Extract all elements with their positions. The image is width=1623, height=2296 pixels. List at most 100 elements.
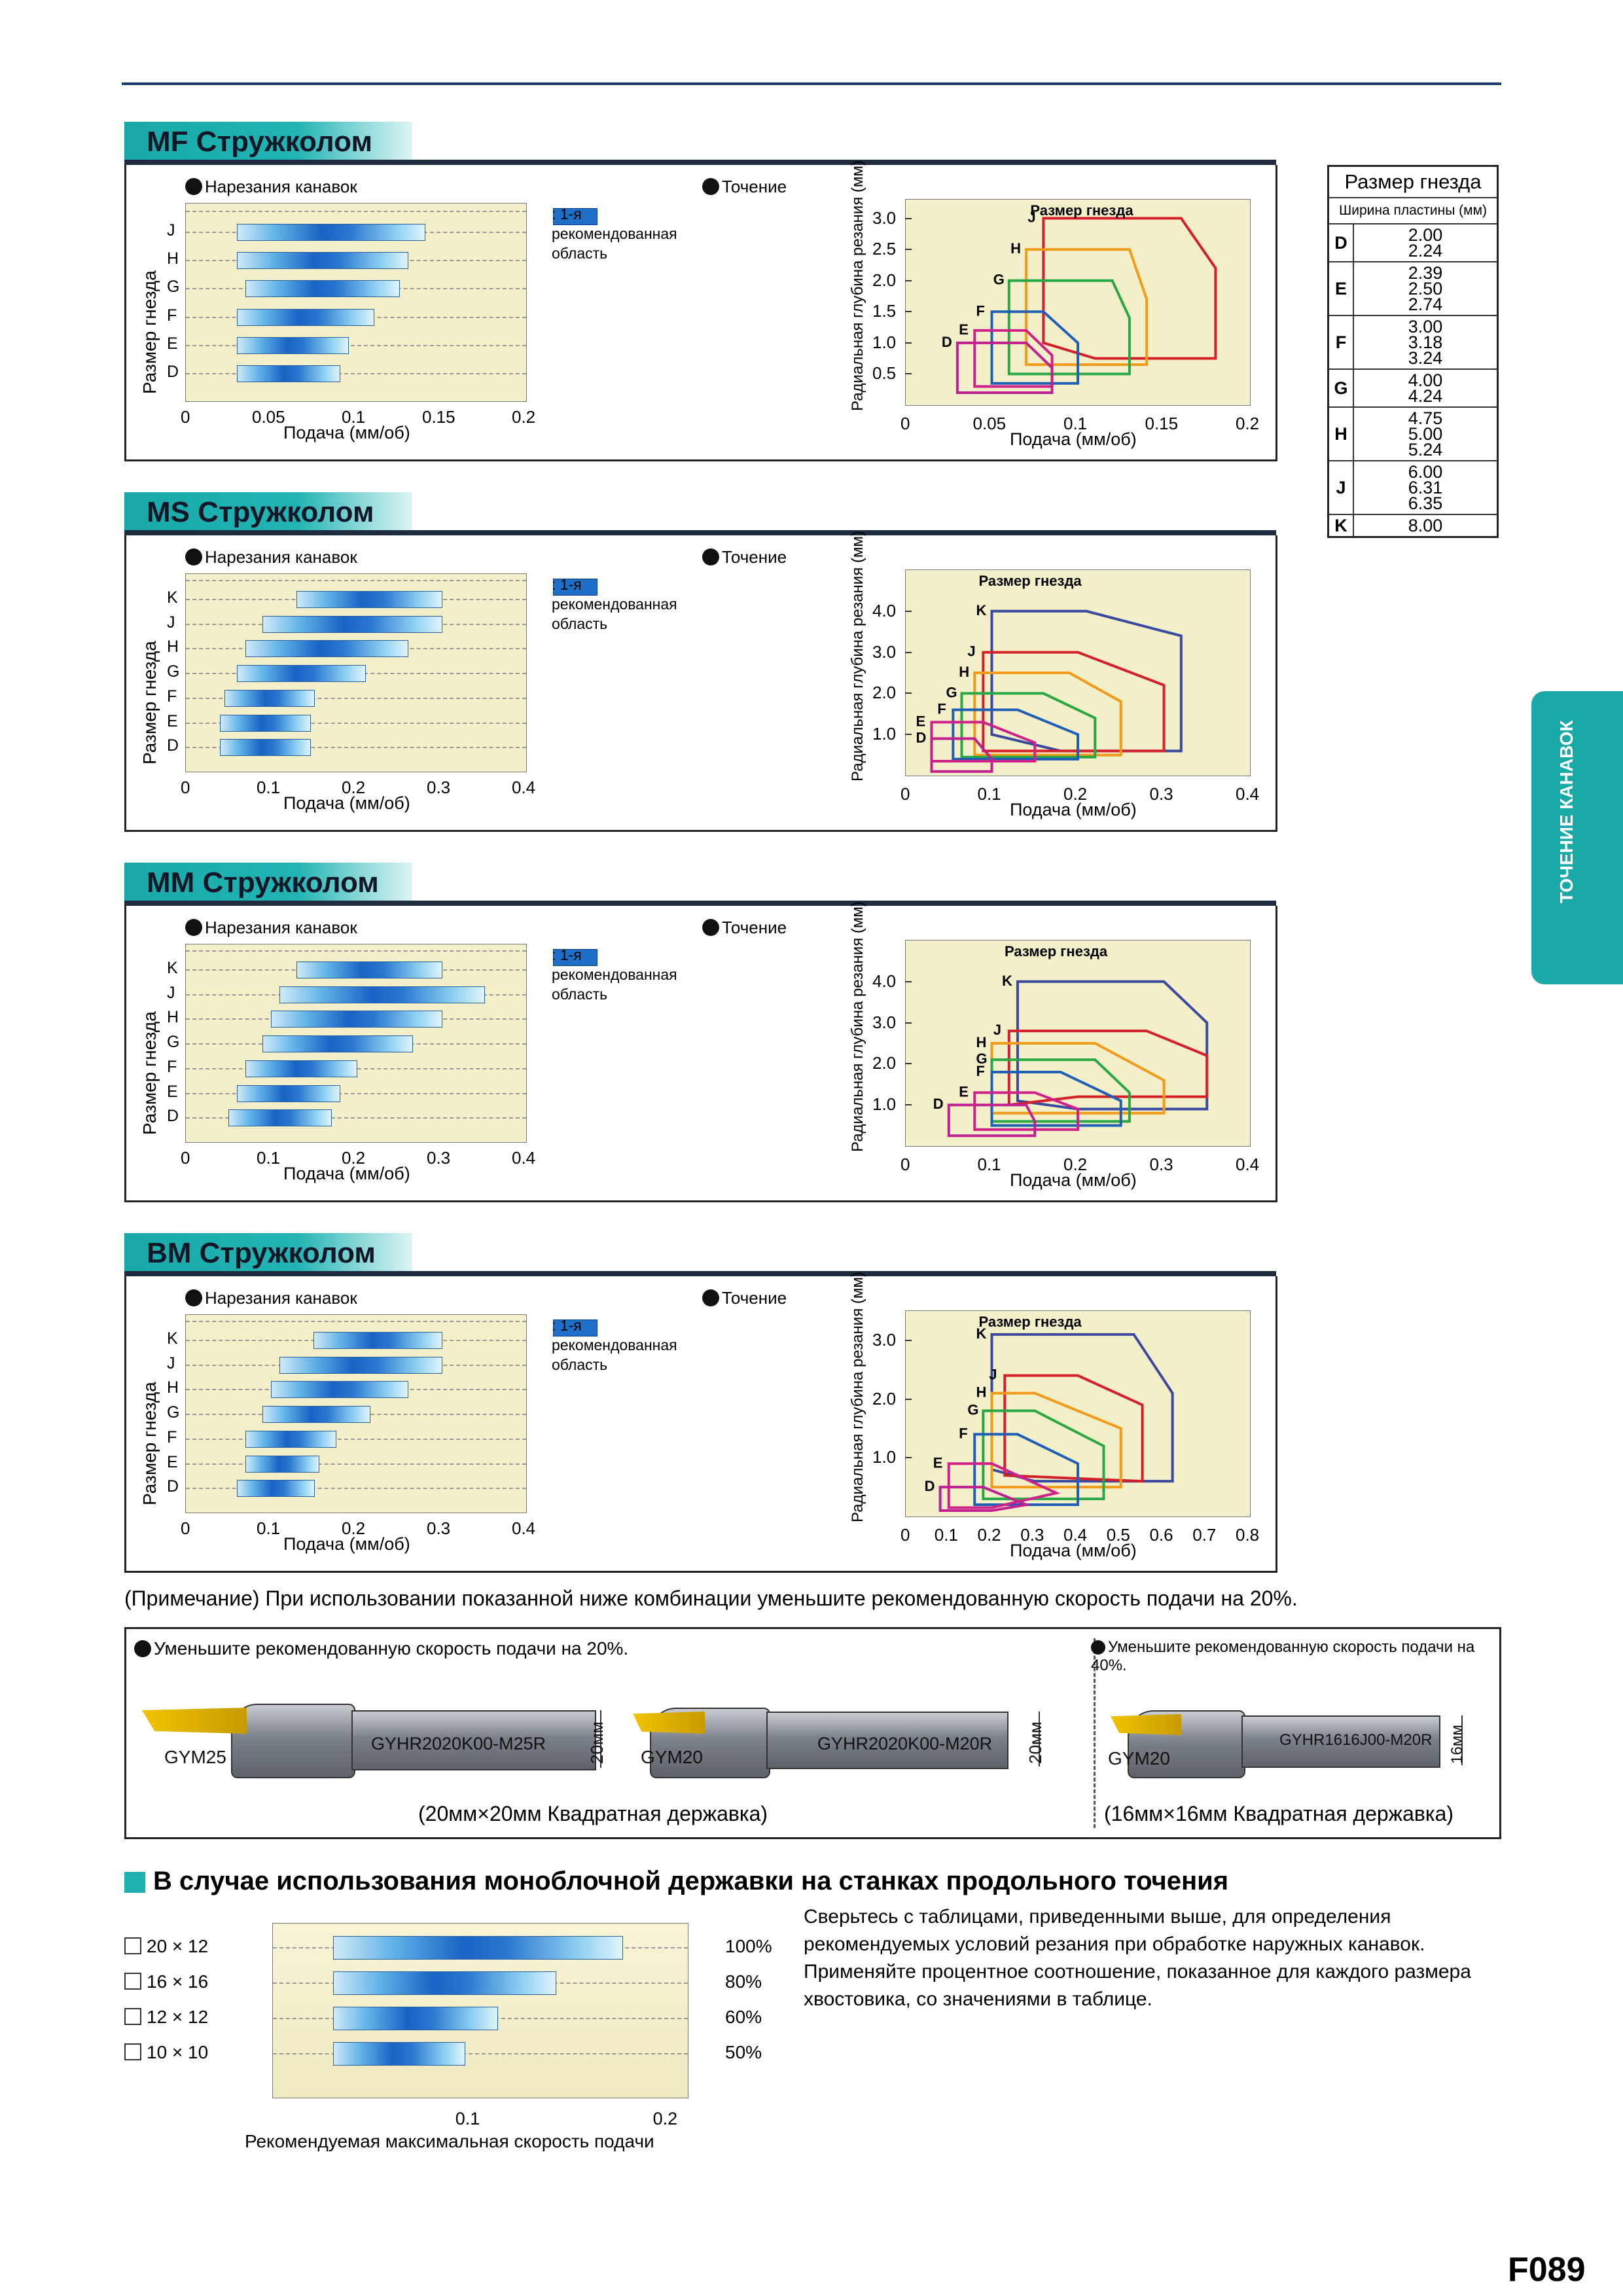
- groove-x-label: Подача (мм/об): [283, 1164, 410, 1183]
- groove-x-tick: 0.4: [512, 1148, 536, 1168]
- gridline: [186, 1117, 526, 1119]
- turning-size-title: Размер гнезда: [1030, 202, 1133, 219]
- chipbreaker-region-H: [1025, 248, 1149, 367]
- turning-y-tick: 1.5: [872, 301, 897, 321]
- section-square-icon: [124, 1872, 145, 1893]
- page-number: F089: [1508, 2251, 1586, 2289]
- section-rule: [124, 1271, 1276, 1276]
- tick-mark: [905, 1022, 912, 1024]
- region-size-label: D: [942, 334, 952, 350]
- chipbreaker-region-D: [955, 341, 1054, 394]
- bullet-icon: [185, 548, 202, 565]
- groove-x-tick: 0.2: [512, 407, 536, 427]
- mono-size-label: 20 × 12: [124, 1936, 208, 1957]
- groove-bar: [220, 739, 311, 757]
- groove-y-label: Размер гнезда: [139, 1011, 160, 1135]
- insert-widths: 2.00 2.24: [1353, 223, 1499, 262]
- section-bm-box: Нарезания канавок Точение K J H G F E D 0 0.1 0.2 0.…: [124, 1272, 1277, 1573]
- turning-heading-text: Точение: [722, 918, 787, 937]
- section-tab: [124, 492, 412, 534]
- bullet-icon: [185, 919, 202, 936]
- groove-bar: [245, 1455, 319, 1473]
- groove-size-label: J: [167, 1354, 175, 1372]
- section-rule: [124, 530, 1276, 535]
- region-size-label: G: [946, 684, 957, 700]
- turning-y-label: Радиальная глубина резания (мм): [849, 1272, 866, 1522]
- groove-size-label: K: [167, 1329, 178, 1348]
- turning-x-tick: 0: [901, 1525, 910, 1545]
- turning-x-label: Подача (мм/об): [1010, 1170, 1137, 1190]
- mono-size-text: 12 × 12: [147, 2007, 209, 2027]
- chipbreaker-region-D: [930, 737, 993, 773]
- bullet-icon: [702, 1289, 719, 1306]
- turning-x-tick: 0.1: [977, 784, 1001, 804]
- dim-line: [1039, 1712, 1040, 1767]
- size-code: K: [1327, 514, 1354, 538]
- groove-x-tick: 0.1: [257, 1148, 281, 1168]
- groove-size-label: E: [167, 1082, 178, 1101]
- turning-y-tick: 2.0: [872, 270, 897, 290]
- turning-y-tick: 3.0: [872, 1329, 897, 1350]
- gridline: [186, 950, 526, 952]
- tick-mark: [905, 651, 912, 653]
- groove-heading: Нарезания канавок: [185, 918, 357, 938]
- groove-x-label: Подача (мм/об): [283, 1534, 410, 1554]
- note-text: (Примечание) При использовании показанно…: [124, 1587, 1298, 1610]
- turning-heading-text: Точение: [722, 177, 787, 196]
- groove-x-tick: 0.4: [512, 778, 536, 797]
- groove-heading-text: Нарезания канавок: [205, 918, 357, 937]
- size-table-row: E 2.39 2.50 2.74: [1327, 261, 1499, 316]
- chipbreaker-region-H: [973, 672, 1122, 757]
- legend-swatch: [553, 208, 597, 225]
- chapter-tab-label: ТОЧЕНИЕ КАНАВОК: [1556, 720, 1577, 903]
- turning-y-tick: 3.0: [872, 207, 897, 228]
- section-rule: [124, 160, 1276, 165]
- groove-heading: Нарезания канавок: [185, 1288, 357, 1308]
- groove-bar: [245, 1060, 357, 1077]
- groove-x-label: Подача (мм/об): [283, 423, 410, 442]
- tick-mark: [905, 342, 912, 344]
- legend-text: : 1-я рекомендованная область: [552, 1317, 677, 1373]
- groove-size-label: F: [167, 1427, 177, 1446]
- section-title: MF Стружколом: [147, 126, 373, 158]
- insert-widths: 4.00 4.24: [1353, 368, 1499, 408]
- groove-x-tick: 0.2: [342, 1148, 366, 1168]
- groove-x-tick: 0.3: [427, 1148, 451, 1168]
- groove-bar: [237, 1480, 315, 1498]
- turning-y-tick: 0.5: [872, 363, 897, 384]
- chipbreaker-region-F: [990, 310, 1079, 385]
- holder-code-2: GYHR2020K00-M20R: [817, 1734, 993, 1753]
- turning-y-tick: 3.0: [872, 641, 897, 662]
- turning-x-label: Подача (мм/об): [1010, 800, 1137, 819]
- groove-plot: [185, 944, 527, 1143]
- turning-y-tick: 4.0: [872, 600, 897, 620]
- region-size-label: G: [976, 1050, 988, 1067]
- section-ms-header: MS Стружколом: [124, 492, 1276, 535]
- bullet-icon: [185, 1289, 202, 1306]
- mono-percent: 100%: [725, 1936, 772, 1956]
- chipbreaker-region-E: [930, 721, 1037, 763]
- mono-percent: 80%: [725, 1971, 762, 1992]
- region-size-label: F: [976, 302, 985, 319]
- mono-percent: 50%: [725, 2042, 762, 2062]
- size-table-row: D 2.00 2.24: [1327, 223, 1499, 262]
- region-size-label: J: [993, 1022, 1001, 1038]
- groove-plot: [185, 573, 527, 772]
- gridline: [186, 210, 526, 212]
- chipbreaker-region-E: [947, 1462, 1061, 1509]
- chipbreaker-region-K: [990, 1333, 1174, 1483]
- left-caption: (20мм×20мм Квадратная державка): [418, 1802, 768, 1825]
- groove-size-label: G: [167, 1403, 180, 1422]
- section-mm-box: Нарезания канавок Точение K J H G F E D 0 0.1 0.2 0.…: [124, 901, 1277, 1202]
- section-tab: [124, 122, 412, 164]
- legend-text: : 1-я рекомендованная область: [552, 946, 677, 1003]
- region-size-label: G: [967, 1402, 978, 1418]
- dim-line: [1461, 1715, 1463, 1765]
- holder-code-1: GYHR2020K00-M25R: [371, 1734, 546, 1753]
- chipbreaker-region-F: [973, 1433, 1079, 1507]
- tick-mark: [905, 1104, 912, 1106]
- groove-size-label: K: [167, 588, 178, 607]
- turning-heading: Точение: [702, 547, 787, 567]
- turning-x-label: Подача (мм/об): [1010, 1541, 1137, 1560]
- groove-x-tick: 0: [181, 1148, 190, 1168]
